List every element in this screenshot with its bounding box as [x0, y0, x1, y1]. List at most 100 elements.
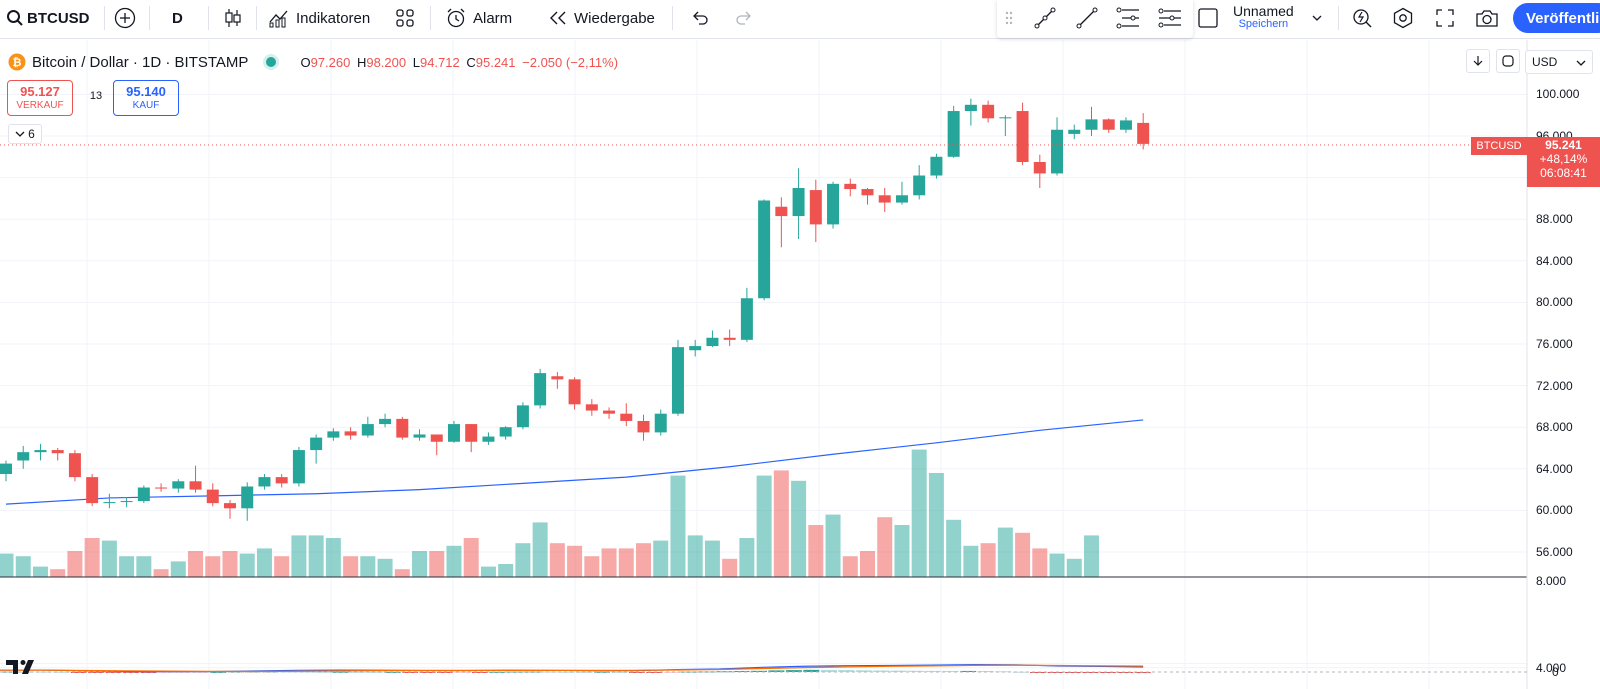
candle-body [1119, 120, 1132, 130]
volume-bar [997, 527, 1013, 577]
candle-body [654, 413, 667, 433]
candle-body [292, 450, 305, 484]
sell-label: VERKAUF [16, 100, 64, 111]
symbol-search[interactable]: BTCUSD [6, 0, 90, 36]
macd-axis-label: 4.000 [1536, 660, 1567, 675]
currency-select[interactable]: USD [1525, 50, 1593, 74]
candle-body [344, 431, 357, 436]
indicators-icon [269, 10, 288, 28]
macd-histogram-bar [716, 671, 733, 673]
publish-button[interactable]: Veröffentlichen [1513, 3, 1600, 33]
macd-histogram-bar [105, 672, 122, 673]
fib-retracement-tool[interactable] [1115, 0, 1141, 36]
alarm-clock-icon [447, 8, 465, 28]
reset-scale-button[interactable] [1496, 49, 1520, 73]
volume-bar [50, 569, 66, 577]
macd-histogram-bar [1047, 672, 1064, 673]
candle-body [206, 489, 219, 504]
ray-tool[interactable] [1075, 0, 1099, 36]
chevron-down-icon [1576, 60, 1586, 66]
chevron-down-icon [1312, 15, 1322, 21]
alert-button[interactable]: Alarm [445, 0, 512, 36]
candle-body [447, 424, 460, 442]
settings-button[interactable] [1392, 0, 1414, 36]
price-axis-label: 72.000 [1536, 378, 1573, 393]
undo-button[interactable] [690, 0, 710, 36]
layout-name-button[interactable]: Unnamed Speichern [1233, 0, 1294, 36]
macd-histogram-bar [977, 670, 994, 672]
volume-bar [911, 449, 927, 577]
pitchfork-tool[interactable] [1157, 0, 1183, 36]
drawing-toolbar [997, 0, 1193, 38]
candle-body [689, 346, 702, 351]
candle-body [51, 450, 64, 454]
sell-button[interactable]: 95.127 VERKAUF [7, 80, 73, 116]
macd-histogram-bar [960, 670, 977, 672]
candle-body [551, 376, 564, 380]
volume-bar [239, 553, 255, 577]
macd-histogram-bar [1134, 672, 1151, 674]
volume-bar [274, 556, 290, 577]
volume-bar [928, 473, 944, 577]
grid-icon [396, 9, 414, 27]
select-layout-button[interactable] [1197, 0, 1219, 36]
macd-histogram-bar [1064, 672, 1081, 673]
volume-bar [860, 551, 875, 577]
macd-histogram-bar [175, 672, 192, 673]
candle-body [516, 405, 529, 428]
macd-histogram-bar [506, 671, 523, 673]
candle-body [17, 452, 30, 461]
interval-button[interactable]: D [172, 9, 183, 27]
chart-type-button[interactable] [223, 0, 243, 36]
candle-body [189, 481, 202, 490]
symbol-title[interactable]: Bitcoin / Dollar · 1D · BITSTAMP [32, 53, 249, 71]
quick-search-button[interactable] [1351, 0, 1373, 36]
compare-symbol-button[interactable] [114, 0, 136, 36]
current-symbol-tag: BTCUSD [1471, 137, 1527, 155]
drag-handle-icon[interactable] [1005, 0, 1013, 36]
indicators-collapse-button[interactable]: 6 [8, 124, 42, 144]
buy-button[interactable]: 95.140 KAUF [113, 80, 179, 116]
volume-bar [325, 538, 341, 577]
volume-bar [480, 566, 496, 577]
macd-histogram-bar [803, 669, 820, 672]
volume-bar [601, 548, 617, 577]
replay-button[interactable]: Wiedergabe [548, 0, 655, 36]
macd-histogram-bar [367, 671, 384, 673]
volume-bar [963, 545, 979, 577]
candle-body [413, 434, 426, 438]
macd-histogram-bar [489, 671, 506, 673]
candles-icon [225, 9, 241, 27]
templates-button[interactable] [395, 0, 415, 36]
volume-bar [618, 548, 634, 577]
scroll-to-latest-button[interactable] [1466, 49, 1490, 73]
volume-bar [429, 551, 445, 577]
chart-grid [0, 40, 1527, 689]
search-icon [7, 10, 23, 26]
redo-button[interactable] [734, 0, 754, 36]
macd-histogram-bar [1117, 672, 1134, 673]
indicators-button[interactable]: Indikatoren [268, 0, 370, 36]
trend-line-tool[interactable] [1033, 0, 1057, 36]
price-axis-label: 80.000 [1536, 295, 1573, 310]
macd-histogram-bar [559, 671, 576, 673]
moving-average-line [5, 419, 1144, 505]
volume-bar [308, 535, 324, 577]
fullscreen-button[interactable] [1435, 0, 1455, 36]
price-axis-label: 100.000 [1536, 87, 1580, 102]
screenshot-button[interactable] [1475, 0, 1499, 36]
candle-body [568, 379, 581, 405]
candle-body [465, 424, 478, 442]
price-axis-label: 76.000 [1536, 337, 1573, 351]
candle-body [103, 502, 116, 504]
volume-bar [32, 566, 48, 577]
candle-body [740, 298, 753, 340]
bitcoin-icon: ₿ [8, 53, 26, 71]
volume-bar [394, 569, 410, 577]
price-axis-label: 56.000 [1536, 545, 1573, 559]
buy-label: KAUF [132, 100, 160, 111]
tradingview-logo[interactable] [6, 657, 40, 680]
layout-dropdown[interactable] [1311, 0, 1323, 36]
volume-bar [377, 558, 393, 577]
